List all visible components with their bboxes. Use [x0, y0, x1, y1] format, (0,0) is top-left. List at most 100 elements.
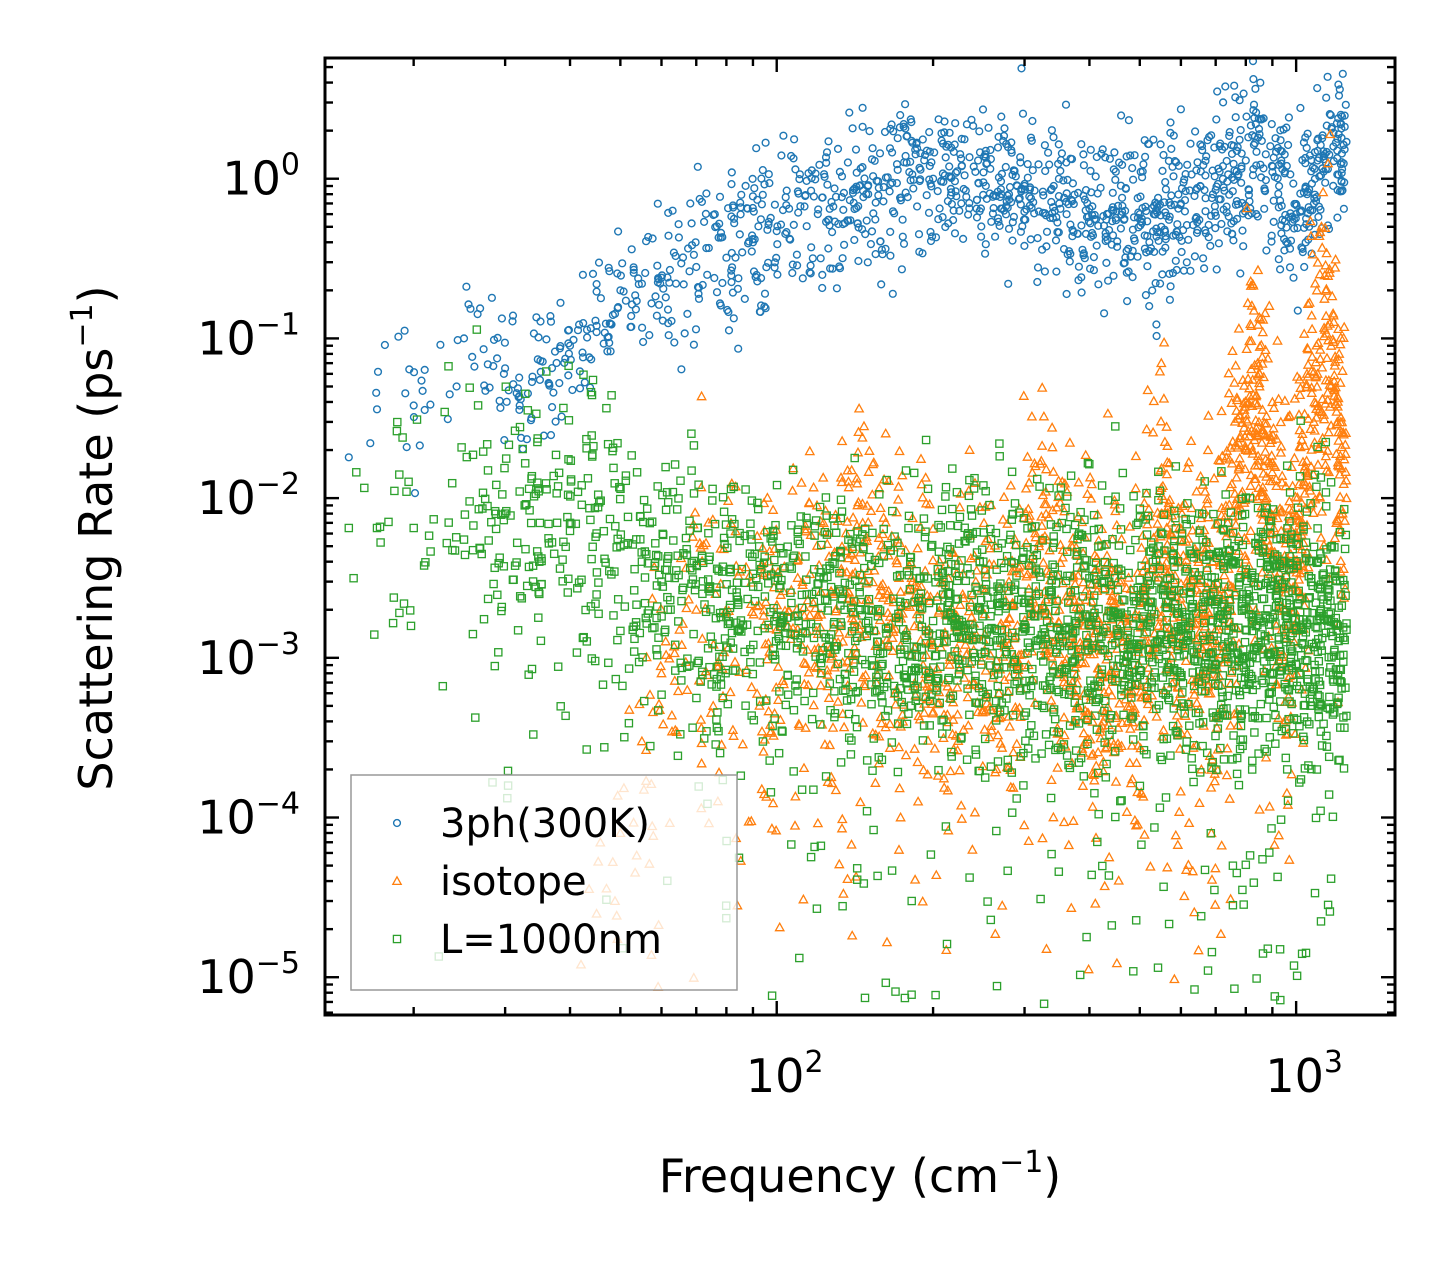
data-point — [931, 990, 940, 1000]
data-point — [987, 217, 996, 226]
data-point — [1044, 544, 1055, 555]
data-point — [352, 468, 361, 477]
data-point — [948, 216, 958, 225]
data-point — [1332, 391, 1343, 401]
data-point — [420, 365, 429, 375]
data-point — [1050, 206, 1059, 216]
data-point — [501, 364, 510, 373]
data-point — [689, 507, 701, 517]
data-point — [1321, 465, 1332, 475]
data-point — [1305, 215, 1316, 226]
data-point — [1188, 764, 1197, 774]
data-point — [1296, 103, 1305, 113]
data-point — [1037, 557, 1049, 567]
data-point — [611, 674, 621, 684]
data-point — [1237, 178, 1246, 187]
data-point — [695, 714, 707, 724]
data-point — [1231, 472, 1242, 482]
data-point — [1141, 291, 1151, 300]
data-point — [984, 123, 993, 132]
data-point — [1233, 323, 1245, 333]
data-point — [970, 576, 982, 586]
data-point — [1180, 175, 1189, 184]
data-point — [824, 244, 833, 253]
data-point — [1079, 657, 1091, 668]
data-point — [1005, 781, 1017, 792]
data-point — [479, 345, 488, 354]
data-point — [887, 148, 897, 157]
data-point — [727, 263, 737, 272]
data-point — [1124, 116, 1134, 125]
data-point — [1273, 829, 1285, 840]
data-point — [1210, 202, 1220, 211]
data-point — [718, 646, 730, 657]
data-point — [950, 229, 960, 238]
data-point — [420, 405, 429, 415]
data-point — [1329, 351, 1341, 361]
data-point — [1308, 163, 1317, 172]
data-point — [1266, 466, 1278, 477]
data-point — [848, 186, 858, 195]
data-point — [1089, 253, 1099, 262]
data-point — [1253, 212, 1262, 221]
data-point — [409, 401, 418, 410]
data-point — [858, 420, 870, 431]
data-point — [833, 144, 843, 154]
data-point — [939, 177, 948, 187]
data-point — [1047, 126, 1057, 135]
data-point — [854, 223, 863, 232]
data-point — [944, 140, 953, 149]
data-point — [696, 390, 707, 401]
data-point — [1097, 481, 1107, 490]
data-point — [1023, 835, 1035, 846]
data-point — [1298, 248, 1307, 257]
data-point — [1201, 156, 1210, 166]
data-point — [787, 485, 798, 495]
data-point — [513, 384, 523, 393]
data-point — [1312, 459, 1324, 469]
data-point — [1048, 214, 1058, 223]
data-point — [1134, 208, 1143, 217]
data-point — [718, 492, 728, 502]
data-point — [1216, 840, 1228, 850]
data-point — [912, 542, 923, 553]
data-point — [702, 189, 711, 198]
data-point — [522, 435, 532, 444]
data-point — [857, 498, 868, 508]
data-point — [1066, 471, 1076, 480]
data-point — [1222, 208, 1231, 217]
data-point — [502, 397, 511, 406]
data-point — [1277, 156, 1286, 165]
data-point — [980, 249, 990, 258]
data-point — [694, 283, 704, 292]
data-point — [1003, 866, 1012, 876]
data-point — [1099, 309, 1109, 318]
data-point — [969, 806, 981, 817]
data-point — [925, 128, 934, 137]
data-point — [1054, 140, 1063, 149]
data-point — [1027, 721, 1036, 730]
data-point — [699, 217, 709, 227]
data-point — [798, 610, 810, 620]
data-point — [926, 850, 936, 859]
data-point — [483, 360, 492, 369]
data-point — [922, 191, 931, 200]
data-point — [864, 190, 873, 199]
data-point — [907, 117, 916, 127]
data-point — [788, 268, 797, 278]
data-point — [696, 737, 707, 748]
data-point — [999, 131, 1009, 141]
data-point — [1126, 151, 1135, 160]
data-point — [1053, 218, 1062, 227]
data-point — [766, 823, 778, 833]
data-point — [1280, 246, 1289, 255]
data-point — [756, 274, 766, 283]
data-point — [899, 122, 908, 131]
data-point — [786, 151, 796, 161]
data-point — [616, 286, 625, 295]
data-point — [1182, 258, 1191, 267]
data-point — [816, 254, 825, 263]
data-point — [1185, 435, 1197, 446]
data-point — [1273, 872, 1282, 882]
data-point — [1005, 183, 1015, 192]
